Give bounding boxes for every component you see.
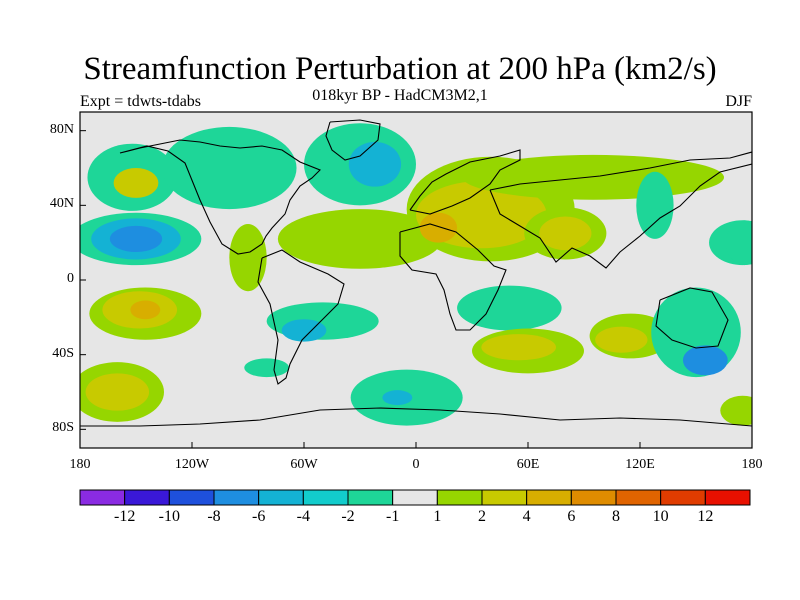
colorbar-swatch	[79, 489, 126, 506]
field-region-c-pacific-cyan	[109, 225, 163, 252]
season-label: DJF	[725, 93, 752, 110]
lon-label: 60E	[516, 457, 540, 472]
coast-asia	[489, 151, 752, 269]
field-region-indian-green	[457, 285, 562, 331]
lon-label: 180	[69, 457, 91, 472]
field-region-n-pacific-gold	[113, 168, 159, 198]
colorbar-swatch	[570, 489, 617, 506]
lat-label: 0	[67, 271, 74, 286]
field-region-africa-orange	[419, 212, 458, 243]
colorbar-swatch	[436, 489, 483, 506]
field-region-antarctic-lime	[720, 395, 752, 426]
colorbar-label: 6	[567, 508, 576, 525]
field-region-s-indian-gold	[481, 334, 556, 361]
colorbar-swatch	[168, 489, 215, 506]
colorbar-label: -2	[341, 508, 355, 525]
field-region-s-indian-gold-2	[595, 326, 648, 353]
lat-label: 80S	[52, 420, 74, 436]
lon-label: 0	[412, 457, 420, 472]
lon-label: 120E	[625, 457, 655, 472]
colorbar-label: 4	[522, 508, 531, 525]
lat-label: 80N	[49, 121, 74, 137]
lat-label: 40S	[52, 345, 74, 361]
colorbar-label: -1	[385, 508, 400, 525]
lon-label: 180	[741, 457, 763, 472]
plot-subtitle: 018kyr BP - HadCM3M2,1	[312, 87, 488, 104]
colorbar-swatch	[660, 489, 706, 506]
colorbar-swatch	[213, 489, 260, 506]
colorbar-swatch	[704, 489, 751, 506]
field-region-n-atlantic-blue	[348, 141, 402, 187]
field-region-s-asia-gold	[539, 216, 592, 251]
colorbar-swatch	[481, 489, 528, 506]
axis-ticks	[79, 130, 753, 448]
colorbar-label: -12	[113, 508, 136, 525]
colorbar-label: 10	[652, 508, 669, 525]
colorbar-swatch	[302, 489, 349, 506]
coast-australia	[655, 287, 729, 349]
field-region-n-pacific-edge-green	[725, 220, 752, 266]
colorbar-label: -6	[251, 508, 266, 525]
coast-europe	[409, 149, 521, 215]
field-region-atlantic-lime	[277, 209, 443, 269]
coast-north-america	[119, 139, 321, 255]
colorbar-label: 1	[433, 508, 442, 525]
lat-label: 40N	[49, 196, 74, 212]
colorbar-label: 2	[478, 508, 486, 525]
colorbar-swatch	[258, 489, 304, 506]
colorbar-swatch	[124, 489, 170, 506]
colorbar	[79, 489, 751, 506]
plot-title: Streamfunction Perturbation at 200 hPa (…	[83, 51, 717, 87]
colorbar-label: 12	[697, 508, 714, 525]
colorbar-label: -8	[207, 508, 221, 525]
field-region-s-pacific-green-2	[244, 358, 290, 378]
field-region-caribbean-lime	[229, 224, 267, 292]
field-region-southern-gold-w	[85, 373, 150, 411]
field-region-s-pacific-orange	[130, 300, 161, 320]
field-region-s-atlantic-cyan	[281, 319, 327, 342]
colorbar-swatch	[347, 489, 394, 506]
coast-antarctica	[80, 407, 752, 427]
coastlines	[80, 119, 752, 427]
coast-south-america	[257, 249, 345, 385]
coast-africa	[399, 223, 507, 331]
coast-greenland	[325, 119, 381, 161]
colorbar-swatch	[615, 489, 662, 506]
lon-label: 120W	[174, 457, 210, 472]
colorbar-label: 8	[612, 508, 620, 525]
colorbar-swatch	[392, 489, 438, 506]
colorbar-label: -10	[158, 508, 180, 525]
field-region-tasman-cyan	[682, 345, 728, 376]
field-region-siberia-lime	[462, 154, 724, 200]
lon-label: 60W	[290, 457, 318, 472]
experiment-label: Expt = tdwts-tdabs	[80, 93, 202, 110]
field-region-n-america-green	[162, 126, 297, 210]
colorbar-label: -4	[296, 508, 310, 525]
colorbar-swatch	[526, 489, 572, 506]
field-region-southern-blue-e	[382, 390, 413, 406]
field-region-w-pacific-green	[636, 171, 674, 239]
